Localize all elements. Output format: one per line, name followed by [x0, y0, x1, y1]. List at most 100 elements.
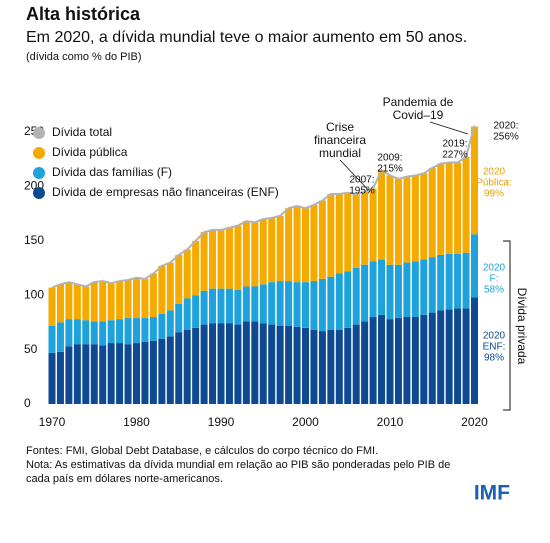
bar-segment: [378, 259, 386, 315]
annotation: 195%: [349, 186, 375, 197]
bar-segment: [403, 316, 411, 404]
bar-segment: [192, 327, 200, 404]
x-tick-label: 1990: [208, 415, 235, 429]
bar-segment: [99, 281, 107, 322]
bar-segment: [82, 320, 90, 345]
bar-segment: [225, 288, 233, 324]
bar-segment: [462, 252, 470, 309]
legend-label: Dívida de empresas não financeiras (ENF): [52, 185, 279, 199]
bar-segment: [352, 268, 360, 325]
bar-segment: [445, 309, 453, 404]
annotation: 2019:: [442, 139, 467, 150]
x-tick-label: 2020: [461, 415, 488, 429]
bar-segment: [242, 221, 250, 287]
annotation: 2007:: [349, 175, 374, 186]
bar-segment: [310, 281, 318, 331]
bar-segment: [183, 298, 191, 331]
bar-segment: [378, 314, 386, 404]
bar-segment: [420, 314, 428, 404]
bar-segment: [133, 343, 140, 404]
bar-segment: [124, 344, 132, 404]
total-line: [51, 125, 476, 289]
legend-swatch: [33, 167, 45, 179]
bar-segment: [56, 322, 64, 352]
bar-segment: [183, 249, 191, 299]
bar-segment: [48, 287, 56, 326]
bar-segment: [293, 282, 301, 327]
y-tick-label: 0: [24, 396, 31, 410]
bar-segment: [428, 312, 436, 404]
bar-segment: [234, 324, 242, 404]
x-tick-label: 1980: [123, 415, 150, 429]
bar-segment: [302, 282, 309, 328]
bar-segment: [437, 310, 445, 404]
bar-segment: [99, 321, 107, 346]
bar-segment: [471, 297, 478, 404]
footnote: cada país em dólares norte-americanos.: [26, 473, 223, 485]
bar-segment: [217, 323, 225, 404]
bar-segment: [175, 254, 183, 304]
bar-segment: [251, 321, 259, 404]
bar-segment: [48, 325, 56, 353]
bar-segment: [335, 194, 343, 274]
bar-segment: [462, 308, 470, 404]
annotation: F:: [490, 274, 499, 285]
bar-segment: [200, 232, 208, 291]
bar-segment: [175, 303, 183, 333]
bar-segment: [394, 318, 402, 404]
bar-segment: [454, 308, 462, 404]
bar-segment: [251, 286, 259, 322]
bar-segment: [411, 175, 419, 262]
bar-segment: [268, 324, 276, 404]
bar-segment: [73, 319, 81, 345]
chart-subtitle: Em 2020, a dívida mundial teve o maior a…: [26, 29, 467, 46]
bar-segment: [166, 310, 174, 337]
bar-segment: [293, 205, 301, 283]
bar-segment: [327, 330, 335, 404]
bar-segment: [445, 253, 453, 310]
bar-segment: [158, 338, 166, 404]
bar-segment: [192, 240, 200, 296]
bar-segment: [454, 253, 462, 309]
bar-segment: [56, 284, 64, 323]
bar-segment: [293, 326, 301, 404]
bar-segment: [411, 316, 419, 404]
bar-segment: [344, 327, 352, 404]
bar-segment: [318, 278, 326, 332]
bar-segment: [141, 341, 149, 404]
bar-segment: [386, 319, 394, 404]
bar-segment: [90, 321, 98, 345]
bar-segment: [149, 273, 157, 317]
bar-segment: [437, 254, 445, 311]
x-tick-label: 2010: [377, 415, 404, 429]
y-tick-label: 50: [24, 342, 38, 356]
bar-segment: [276, 281, 284, 326]
bar-segment: [209, 229, 217, 289]
bar-segment: [65, 319, 73, 347]
bar-segment: [82, 286, 90, 321]
bar-segment: [116, 343, 124, 404]
bar-segment: [192, 295, 200, 328]
bar-segment: [242, 321, 250, 404]
bar-segment: [73, 344, 81, 404]
bar-segment: [428, 257, 436, 313]
bar-segment: [65, 346, 73, 404]
y-tick-label: 100: [24, 287, 44, 301]
bar-segment: [386, 264, 394, 320]
bar-segment: [302, 327, 309, 404]
bar-segment: [369, 261, 377, 317]
annotation: ENF:: [483, 342, 506, 353]
bar-segment: [225, 227, 233, 289]
bar-segment: [344, 271, 352, 328]
legend-label: Dívida pública: [52, 145, 128, 159]
bar-segment: [335, 330, 343, 404]
bar-segment: [259, 284, 267, 324]
bar-segment: [302, 208, 309, 283]
bar-segment: [217, 288, 225, 324]
bracket: [503, 240, 511, 411]
bar-segment: [268, 282, 276, 325]
bar-segment: [318, 200, 326, 279]
annotation: 2020: [483, 167, 506, 178]
bar-segment: [285, 281, 293, 326]
